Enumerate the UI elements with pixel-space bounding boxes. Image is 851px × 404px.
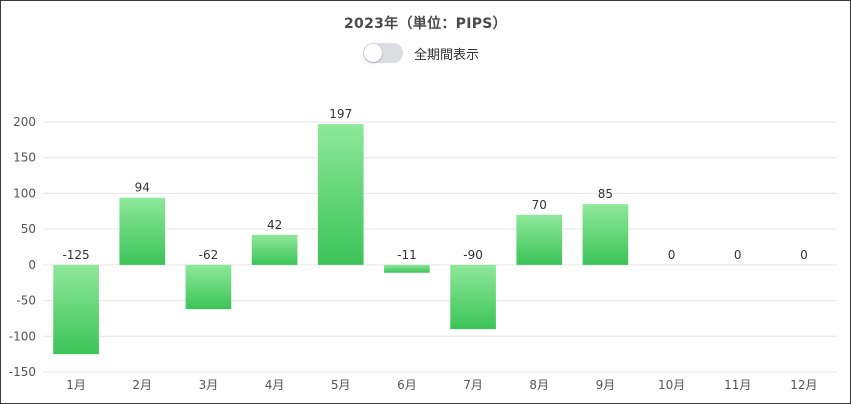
data-label: 0: [734, 248, 742, 262]
x-tick-label: 7月: [463, 378, 483, 392]
all-period-toggle-row: 全期間表示: [363, 42, 479, 64]
all-period-toggle[interactable]: [363, 43, 403, 63]
data-label: 94: [135, 181, 150, 195]
chart-title: 2023年（単位：PIPS）: [344, 16, 507, 32]
data-label: -11: [397, 248, 417, 262]
grid-lines: [43, 121, 837, 373]
x-tick-label: 3月: [199, 378, 219, 392]
data-label: -125: [62, 248, 89, 262]
x-axis: 1月 2月 3月 4月 5月 6月 7月 8月 9月 10月 11月 12月: [66, 378, 817, 392]
bar: [119, 197, 166, 265]
data-labels: -125 94 -62 42 197 -11 -90 70 85 0 0 0: [62, 107, 807, 262]
bar: [516, 214, 563, 265]
bar: [582, 204, 629, 265]
toggle-knob: [364, 44, 382, 62]
data-label: -90: [463, 248, 483, 262]
data-label: -62: [199, 248, 219, 262]
x-tick-label: 9月: [596, 378, 616, 392]
x-tick-label: 5月: [331, 378, 351, 392]
x-tick-label: 8月: [529, 378, 549, 392]
x-tick-label: 1月: [66, 378, 86, 392]
toggle-label: 全期間表示: [414, 47, 480, 63]
y-tick-label: 50: [21, 222, 36, 236]
x-tick-label: 10月: [658, 378, 685, 392]
y-axis: 200 150 100 50 0 -50 -100 -150: [9, 115, 36, 379]
data-label: 0: [668, 248, 676, 262]
x-tick-label: 6月: [397, 378, 417, 392]
y-tick-label: 100: [13, 186, 36, 200]
y-tick-label: -50: [16, 294, 36, 308]
bar: [185, 264, 232, 310]
data-label: 42: [267, 218, 282, 232]
x-tick-label: 12月: [790, 378, 817, 392]
data-label: 197: [329, 107, 352, 121]
bar: [317, 124, 364, 265]
x-tick-label: 4月: [265, 378, 285, 392]
data-label: 85: [598, 187, 613, 201]
x-tick-label: 2月: [132, 378, 152, 392]
bar: [251, 234, 298, 265]
bar: [53, 264, 99, 355]
y-tick-label: -100: [9, 329, 36, 343]
y-tick-label: 0: [28, 258, 36, 272]
x-tick-label: 11月: [724, 378, 751, 392]
y-tick-label: 150: [13, 151, 36, 165]
data-label: 70: [532, 198, 547, 212]
y-tick-label: 200: [13, 115, 36, 129]
data-label: 0: [800, 248, 808, 262]
bars: [53, 124, 629, 355]
bar: [450, 264, 496, 330]
y-tick-label: -150: [9, 365, 36, 379]
bar: [384, 264, 430, 273]
